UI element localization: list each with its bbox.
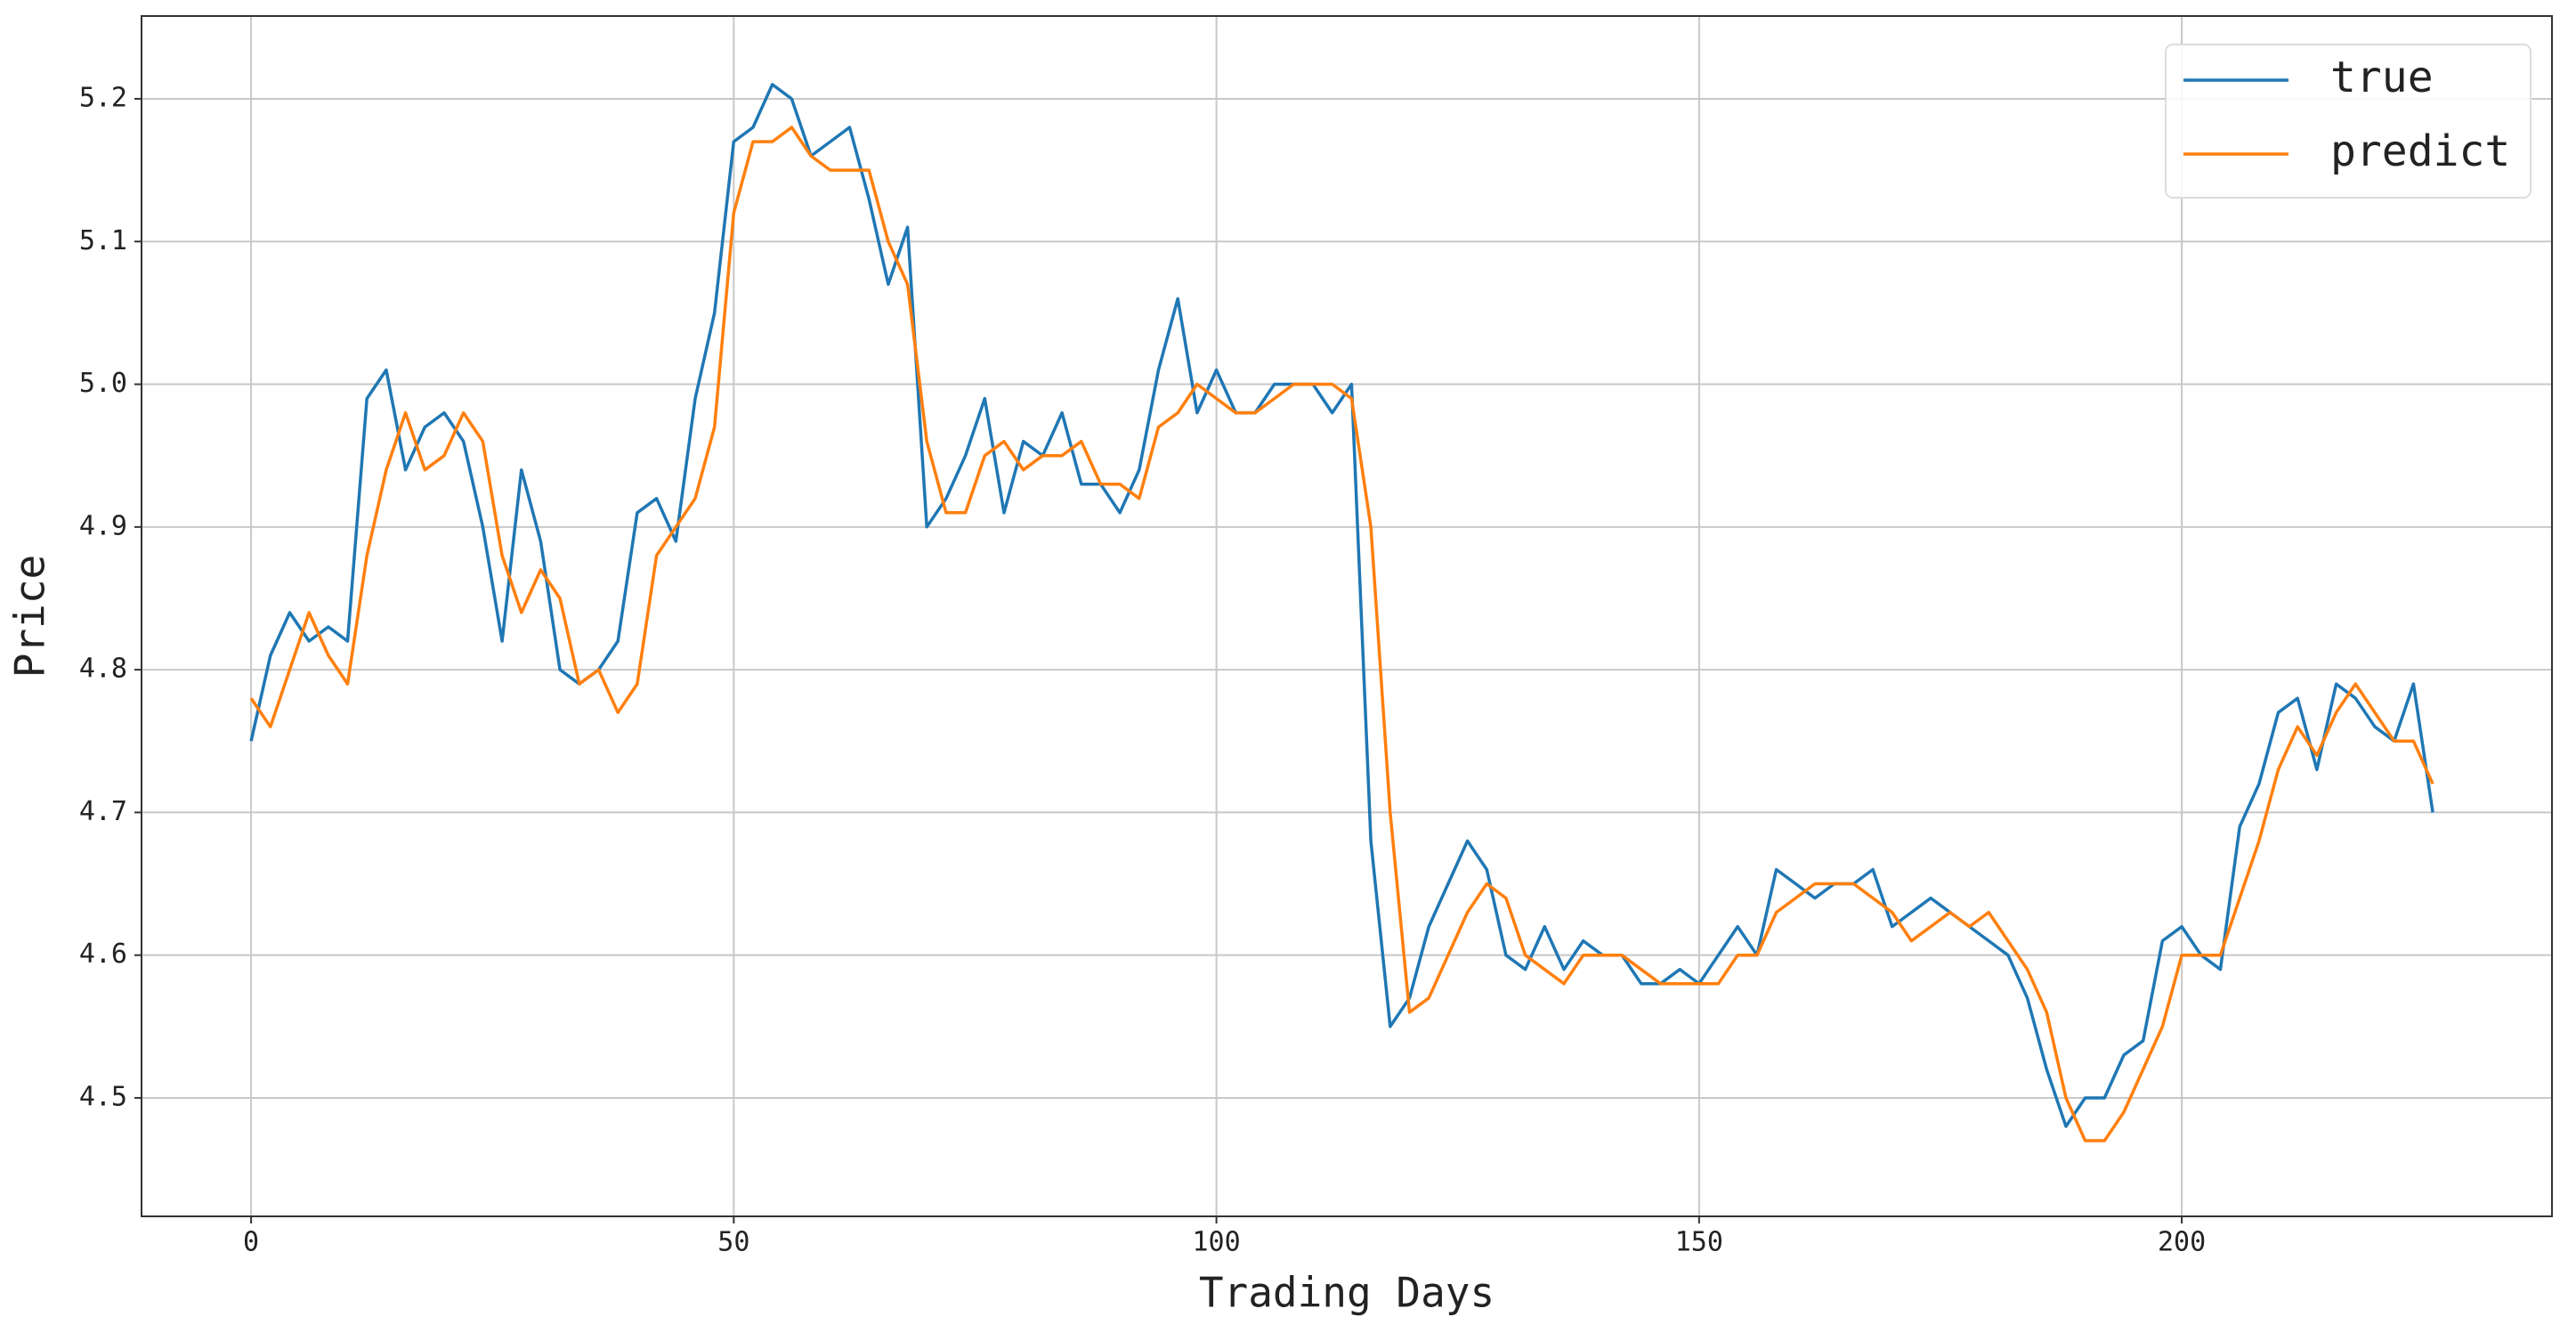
y-tick-label: 4.6 — [79, 939, 127, 970]
series-line — [249, 126, 2434, 1142]
y-tick-label: 4.8 — [79, 654, 127, 685]
y-axis-label: Price — [6, 555, 54, 678]
x-tick-label: 50 — [717, 1227, 749, 1258]
y-tick-label: 5.2 — [79, 82, 127, 113]
x-tick-label: 0 — [243, 1227, 259, 1258]
x-axis-label: Trading Days — [1199, 1269, 1495, 1317]
y-tick-label: 4.9 — [79, 510, 127, 541]
x-tick-label: 150 — [1675, 1227, 1723, 1258]
x-tick-label: 200 — [2158, 1227, 2206, 1258]
y-tick-label: 5.0 — [79, 368, 127, 399]
legend-label: predict — [2330, 126, 2510, 176]
legend-label: true — [2330, 53, 2434, 102]
y-tick-label: 5.1 — [79, 225, 127, 256]
x-tick-label: 100 — [1192, 1227, 1240, 1258]
legend-box — [2165, 44, 2531, 199]
plot-frame — [141, 15, 2553, 1217]
series-line — [249, 83, 2434, 1128]
y-tick-label: 4.5 — [79, 1081, 127, 1112]
y-tick-label: 4.7 — [79, 796, 127, 827]
